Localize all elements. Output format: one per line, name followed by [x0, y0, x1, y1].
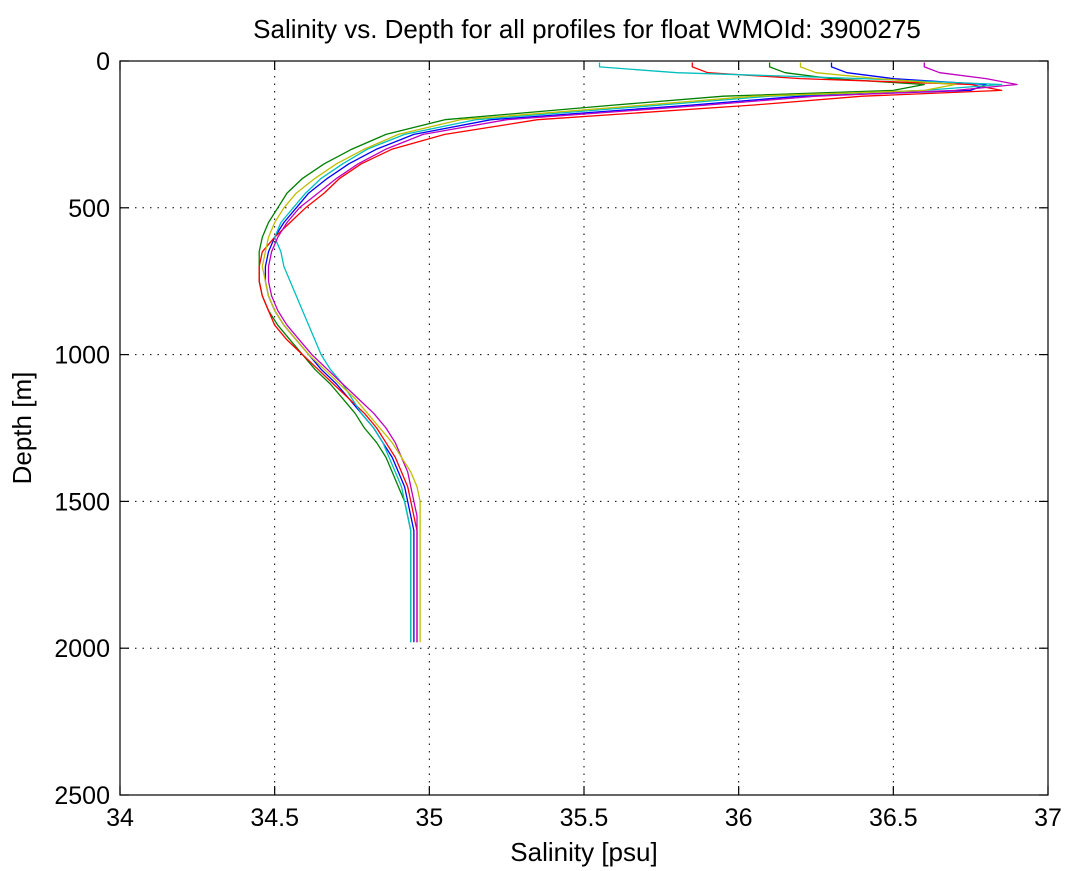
y-tick-label: 500: [68, 195, 110, 223]
x-tick-labels: 34 34.5 35 35.5 36 36.5 37: [106, 804, 1062, 832]
profile-line: [267, 62, 1018, 643]
y-axis-label: Depth [m]: [7, 372, 37, 485]
series-lines: [258, 62, 1018, 643]
y-tick-label: 0: [96, 48, 110, 76]
plot-frame: [119, 60, 1049, 796]
x-tick-label: 34: [106, 804, 134, 832]
chart-title: Salinity vs. Depth for all profiles for …: [253, 14, 921, 44]
x-tick-label: 35: [415, 804, 443, 832]
y-tick-labels: 0 500 1000 1500 2000 2500: [54, 48, 110, 810]
x-axis-label: Salinity [psu]: [510, 837, 657, 867]
profile-line: [261, 62, 956, 643]
profile-line: [274, 62, 1003, 643]
x-tick-label: 37: [1034, 804, 1062, 832]
x-tick-label: 34.5: [250, 804, 299, 832]
grid: [120, 61, 1048, 795]
y-tick-label: 1000: [54, 342, 110, 370]
x-tick-label: 36: [725, 804, 753, 832]
x-tick-label: 36.5: [869, 804, 918, 832]
y-tick-label: 1500: [54, 488, 110, 516]
x-tick-label: 35.5: [560, 804, 609, 832]
y-tick-label: 2500: [54, 782, 110, 810]
y-tick-label: 2000: [54, 635, 110, 663]
